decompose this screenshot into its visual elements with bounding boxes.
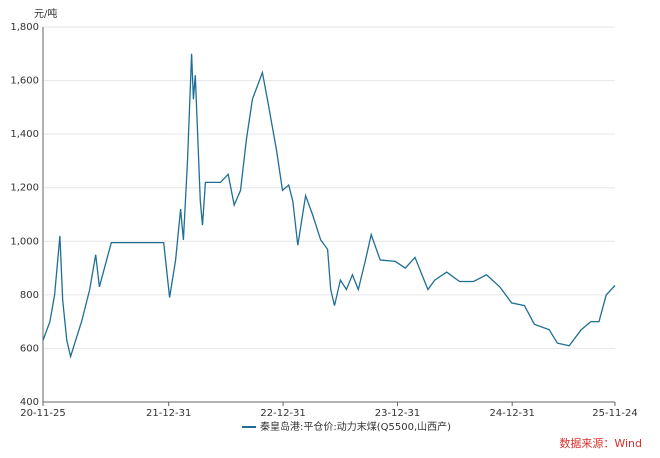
x-tick-label: 22-12-31 [260, 408, 305, 419]
x-tick-label: 21-12-31 [146, 408, 191, 419]
y-tick-label: 1,600 [10, 76, 39, 87]
y-unit: 元/吨 [34, 7, 57, 20]
y-tick-label: 600 [20, 343, 39, 354]
y-tick-label: 400 [20, 397, 39, 408]
y-tick-label: 800 [20, 290, 39, 301]
y-tick-label: 1,800 [10, 22, 39, 33]
x-tick-label: 25-11-24 [592, 408, 637, 419]
x-tick-label: 20-11-25 [20, 408, 65, 419]
data-line [42, 53, 616, 359]
y-tick-label: 1,200 [10, 183, 39, 194]
x-tick-label: 24-12-31 [490, 408, 535, 419]
legend-label: 秦皇岛港:平仓价:动力末煤(Q5500,山西产) [260, 420, 451, 433]
x-tick-label: 23-12-31 [375, 408, 420, 419]
source-note: 数据来源：Wind [559, 436, 642, 450]
y-tick-label: 1,000 [10, 236, 39, 247]
y-tick-label: 1,400 [10, 129, 39, 140]
